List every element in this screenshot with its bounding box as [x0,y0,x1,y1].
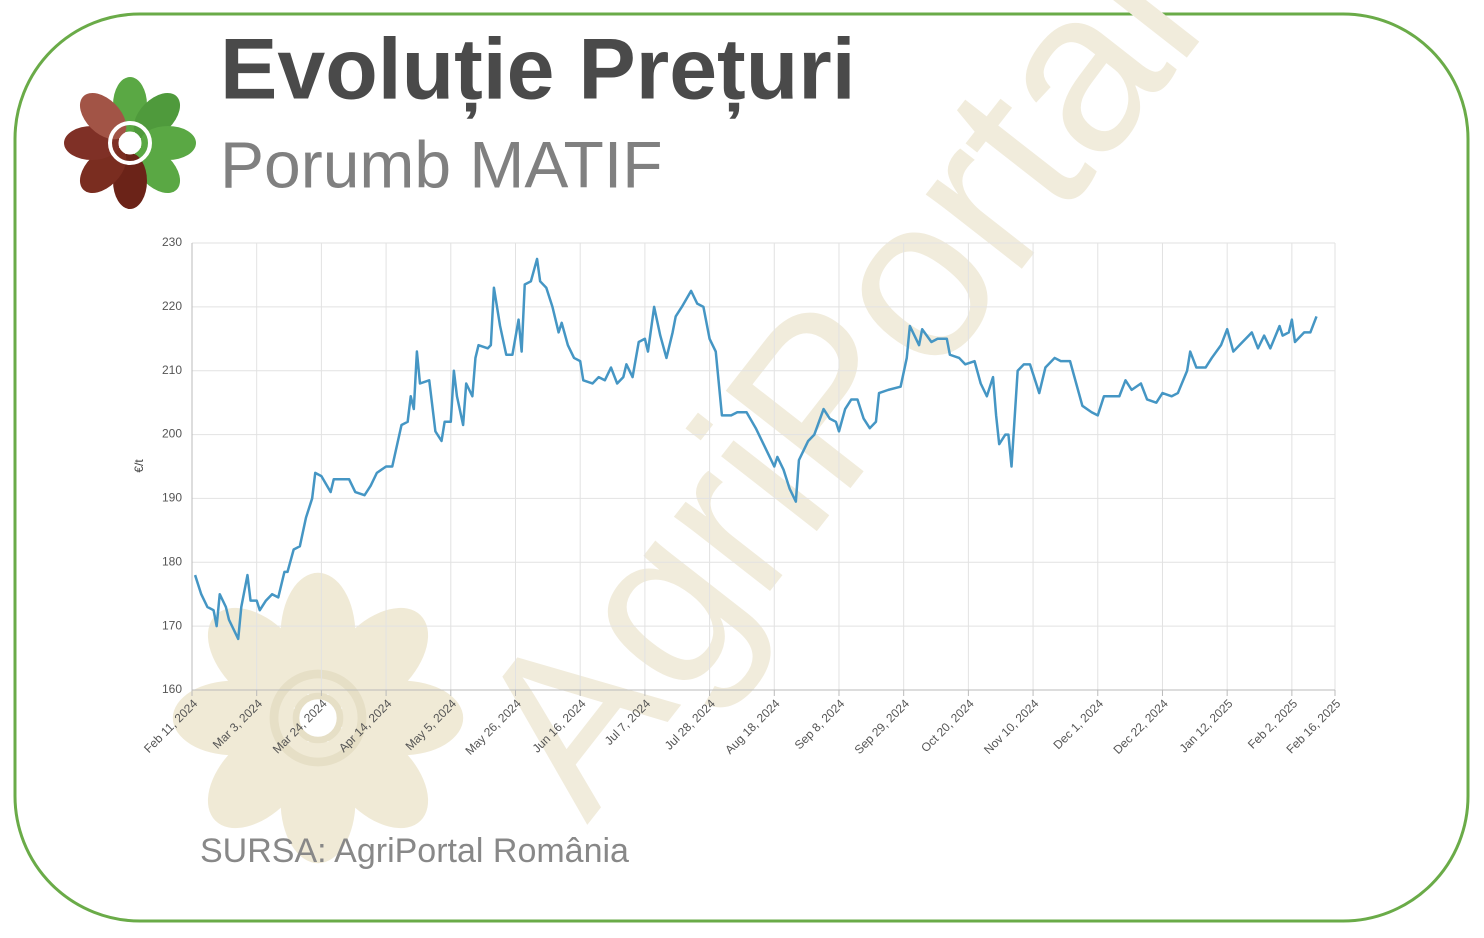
y-tick-label: 210 [162,363,182,377]
logo-center [118,131,142,155]
logo-center [292,692,344,744]
y-axis-label: €/t [132,459,146,473]
y-tick-label: 170 [162,618,182,632]
y-tick-label: 220 [162,299,182,313]
logo [64,77,196,209]
title: Evoluție Prețuri [220,22,856,119]
y-tick-label: 200 [162,427,182,441]
source: SURSA: AgriPortal România [200,832,629,870]
y-tick-label: 230 [162,235,182,249]
watermark-logo [172,572,464,864]
logo-center [269,669,367,767]
y-tick-label: 190 [162,491,182,505]
y-tick-label: 160 [162,682,182,696]
subtitle: Porumb MATIF [220,127,663,201]
logo-center [108,121,152,165]
line [193,257,1318,641]
y-tick-label: 180 [162,554,182,568]
